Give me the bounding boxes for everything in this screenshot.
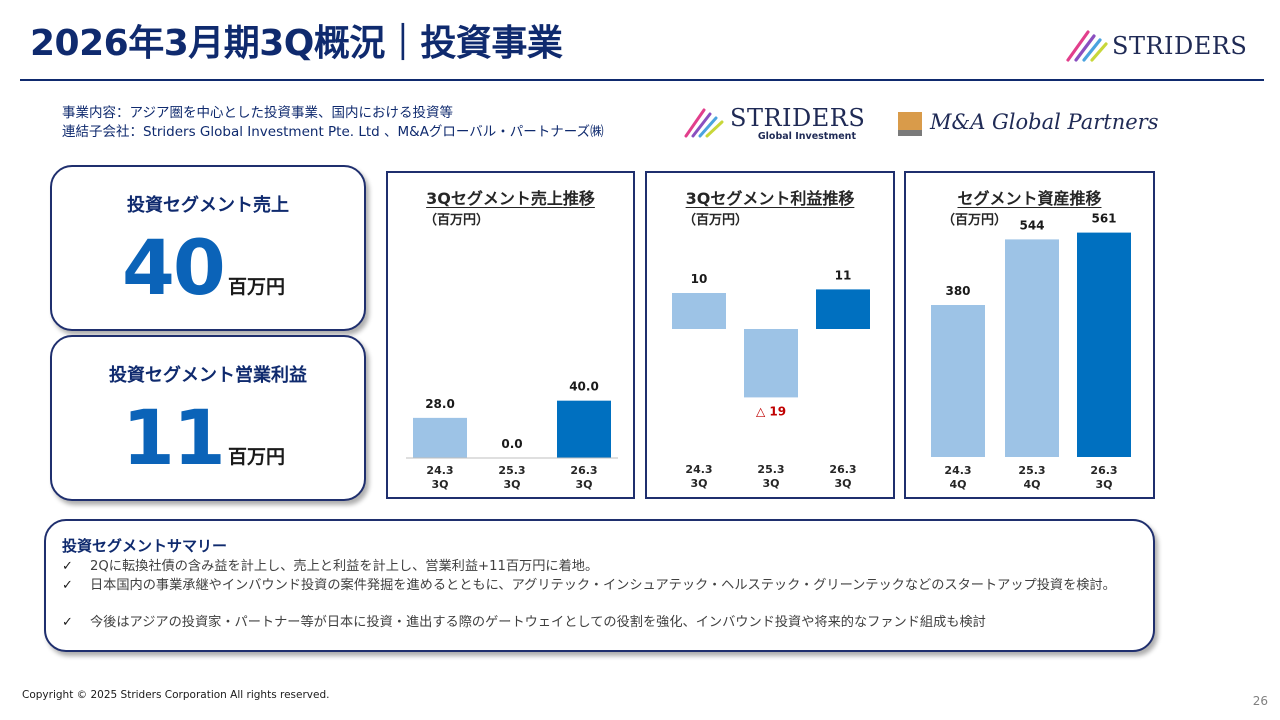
business-intro: 事業内容：アジア圏を中心とした投資事業、国内における投資等 連結子会社：Stri…	[62, 104, 604, 142]
check-icon: ✓	[62, 559, 73, 574]
mag-wordmark: M&A Global Partners	[930, 110, 1159, 134]
page-number: 26	[1252, 694, 1268, 708]
subsidiaries-line: 連結子会社：Striders Global Investment Pte. Lt…	[62, 124, 604, 140]
category-label: 4Q	[1023, 478, 1040, 491]
data-label: 0.0	[501, 437, 522, 451]
kpi-label: 投資セグメント売上	[127, 195, 289, 216]
category-label: 24.3	[685, 463, 712, 476]
kpi-card-operating-profit: 投資セグメント営業利益 11 百万円	[50, 335, 366, 501]
bar	[1077, 232, 1131, 457]
page-title: 2026年3月期3Q概況｜投資事業	[30, 23, 563, 64]
title-divider	[20, 79, 1264, 81]
category-label: 3Q	[690, 477, 707, 490]
chart-unit: （百万円）	[683, 213, 749, 228]
category-label: 26.3	[570, 464, 597, 477]
category-label: 26.3	[829, 463, 856, 476]
summary-item: ✓ 今後はアジアの投資家・パートナー等が日本に投資・進出する際のゲートウェイとし…	[62, 614, 1132, 631]
chart-title: セグメント資産推移	[957, 189, 1102, 208]
segment-summary-box: 投資セグメントサマリー ✓ 2Qに転換社債の含み益を計上し、売上と利益を計上し、…	[44, 519, 1155, 652]
category-label: 26.3	[1090, 464, 1117, 477]
sgi-stripes-icon	[684, 108, 724, 138]
summary-item: ✓ 日本国内の事業承継やインバウンド投資の案件発掘を進めるとともに、アグリテック…	[62, 577, 1132, 594]
bar	[413, 417, 467, 458]
category-label: 3Q	[431, 478, 448, 491]
category-label: 24.3	[426, 464, 453, 477]
data-label: 561	[1091, 212, 1116, 226]
chart-panel-assets: セグメント資産推移 （百万円） 380 24.3 4Q 544 25.3 4Q 561 26.…	[904, 171, 1155, 499]
brand-wordmark: STRIDERS	[1112, 32, 1248, 60]
bar	[672, 293, 726, 329]
kpi-unit: 百万円	[228, 446, 286, 468]
category-label: 24.3	[944, 464, 971, 477]
category-label: 25.3	[1018, 464, 1045, 477]
data-label: 11	[835, 268, 852, 282]
bar	[1005, 239, 1059, 457]
kpi-label: 投資セグメント営業利益	[109, 365, 307, 386]
kpi-unit: 百万円	[228, 276, 286, 298]
striders-stripes-icon	[1066, 30, 1108, 62]
summary-item-text: 今後はアジアの投資家・パートナー等が日本に投資・進出する際のゲートウェイとしての…	[90, 615, 986, 630]
kpi-card-revenue: 投資セグメント売上 40 百万円	[50, 165, 366, 331]
striders-global-investment-logo: STRIDERS Global Investment	[684, 104, 866, 144]
sgi-subtitle: Global Investment	[757, 131, 856, 142]
business-description: 事業内容：アジア圏を中心とした投資事業、国内における投資等	[62, 105, 453, 121]
data-label: 544	[1019, 218, 1044, 232]
summary-item-text: 2Qに転換社債の含み益を計上し、売上と利益を計上し、営業利益+11百万円に着地。	[90, 559, 599, 574]
data-label: △ 19	[756, 404, 786, 418]
category-label: 3Q	[834, 477, 851, 490]
data-label: 380	[945, 284, 970, 298]
chart-title: 3Qセグメント利益推移	[685, 189, 855, 208]
data-label: 10	[691, 272, 708, 286]
category-label: 3Q	[503, 478, 520, 491]
data-label: 40.0	[569, 380, 599, 394]
copyright-notice: Copyright © 2025 Striders Corporation Al…	[22, 689, 330, 701]
bar	[931, 305, 985, 457]
bar	[557, 400, 611, 458]
chart-unit: （百万円）	[424, 213, 490, 228]
mag-square-icon	[898, 112, 922, 136]
bar	[744, 329, 798, 398]
chart-panel-revenue: 3Qセグメント売上推移 （百万円） 28.0 24.3 3Q 0.0 25.3 3Q 40.…	[386, 171, 635, 499]
chart-title: 3Qセグメント売上推移	[426, 189, 595, 208]
data-label: 28.0	[425, 397, 455, 411]
category-label: 3Q	[575, 478, 592, 491]
category-label: 3Q	[762, 477, 779, 490]
category-label: 25.3	[498, 464, 525, 477]
check-icon: ✓	[62, 615, 73, 630]
category-label: 4Q	[949, 478, 966, 491]
sgi-wordmark: STRIDERS	[730, 104, 866, 132]
kpi-value: 40	[122, 223, 226, 312]
chart-panel-profit: 3Qセグメント利益推移 （百万円） 10 24.3 3Q △ 19 25.3 3Q 11 26…	[645, 171, 895, 499]
ma-global-partners-logo: M&A Global Partners	[896, 108, 1159, 140]
summary-item: ✓ 2Qに転換社債の含み益を計上し、売上と利益を計上し、営業利益+11百万円に着…	[62, 558, 1132, 575]
kpi-value: 11	[122, 393, 226, 482]
bar	[816, 289, 870, 329]
category-label: 3Q	[1095, 478, 1112, 491]
category-label: 25.3	[757, 463, 784, 476]
striders-brand-logo: STRIDERS	[1066, 26, 1256, 66]
check-icon: ✓	[62, 578, 73, 593]
summary-title: 投資セグメントサマリー	[62, 537, 228, 555]
chart-unit: （百万円）	[942, 213, 1008, 228]
summary-item-text: 日本国内の事業承継やインバウンド投資の案件発掘を進めるとともに、アグリテック・イ…	[90, 578, 1116, 593]
